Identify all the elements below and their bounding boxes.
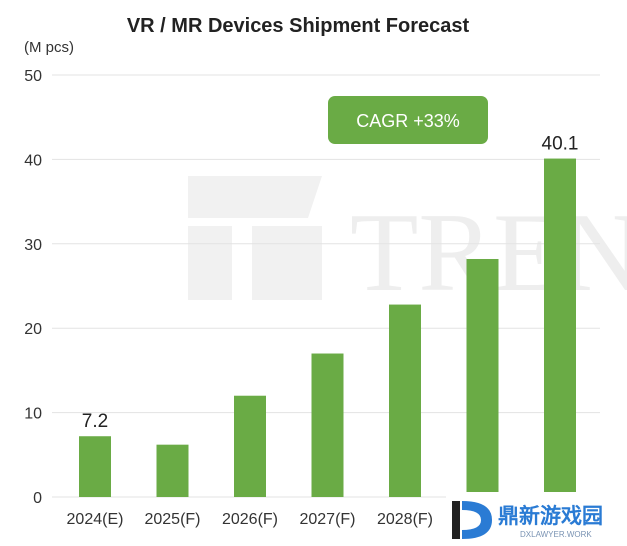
bar-2025(F) (156, 444, 189, 497)
data-label-6: 40.1 (542, 134, 579, 155)
y-tick-label-1: 10 (24, 406, 42, 423)
bar-2027(F) (311, 353, 344, 497)
logo-name: 鼎新游戏园 (498, 504, 603, 528)
data-label-0: 7.2 (82, 411, 108, 432)
cagr-badge-text: CAGR +33% (356, 111, 460, 131)
watermark: TREN (188, 176, 627, 315)
cagr-badge-bg (328, 96, 488, 144)
x-tick-label-0: 2024(E) (67, 511, 124, 528)
bars (79, 158, 576, 497)
data-labels: 7.2 40.1 (82, 134, 579, 433)
watermark-shape-top (188, 176, 322, 218)
logo-subtitle: DXLAWYER.WORK (520, 530, 592, 539)
bar-2030(F) (544, 158, 576, 497)
bar-2028(F) (389, 304, 421, 497)
y-axis-unit: (M pcs) (24, 39, 74, 56)
y-tick-label-2: 20 (24, 321, 42, 338)
x-tick-label-2: 2026(F) (222, 511, 278, 528)
y-tick-label-3: 30 (24, 237, 42, 254)
x-tick-label-3: 2027(F) (299, 511, 355, 528)
chart-title: VR / MR Devices Shipment Forecast (127, 15, 470, 37)
watermark-shape-right (252, 226, 322, 300)
cagr-badge: CAGR +33% (328, 96, 488, 144)
x-tick-label-1: 2025(F) (144, 511, 200, 528)
bar-2024(E) (79, 436, 111, 497)
y-tick-label-4: 40 (24, 152, 42, 169)
logo-d-icon (452, 501, 492, 539)
y-tick-label-5: 50 (24, 68, 42, 85)
site-logo: 鼎新游戏园 DXLAWYER.WORK (446, 492, 627, 546)
x-tick-label-4: 2028(F) (377, 511, 433, 528)
bar-2029(F) (466, 258, 499, 497)
y-tick-label-0: 0 (33, 490, 42, 507)
y-axis: 0 10 20 30 40 50 (24, 68, 42, 507)
bar-2026(F) (234, 395, 266, 497)
watermark-shape-stem (188, 226, 232, 300)
